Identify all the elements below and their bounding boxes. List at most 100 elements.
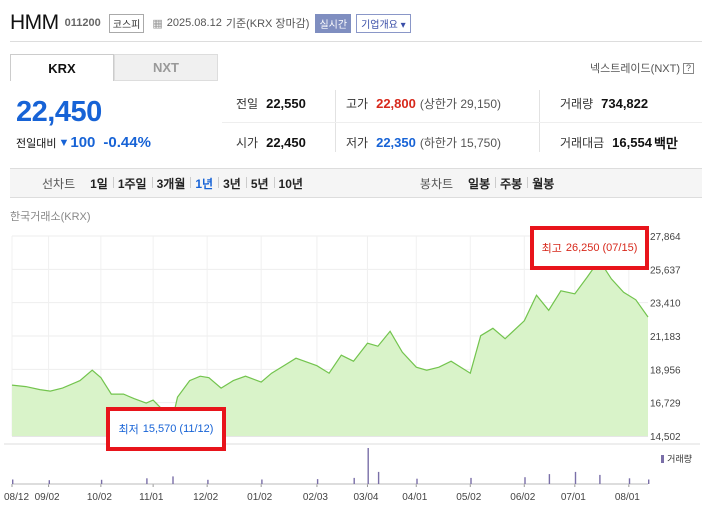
period-1y-button[interactable]: 1년 (190, 175, 218, 192)
y-tick-label: 21,183 (650, 332, 681, 343)
price-line (11, 259, 649, 422)
period-3m-button[interactable]: 3개월 (151, 175, 191, 192)
stats-row-1: 전일 22,550 고가 22,800 (상한가 29,150) 거래량 734… (222, 88, 702, 118)
high-callout-value: 26,250 (565, 242, 600, 254)
volume-cell: 거래량 734,822 (560, 95, 648, 112)
period-selector: 선차트 1일 1주일 3개월 1년 3년 5년 10년 봉차트 일봉 주봉 월봉 (10, 168, 702, 198)
lower-limit-label: 하한가 (423, 135, 457, 150)
volume-bar (648, 479, 650, 484)
down-triangle-icon: ▼ (58, 136, 70, 149)
change-label: 전일대비 (16, 137, 57, 150)
volume-bar (316, 479, 319, 484)
company-info-button[interactable]: 기업개요 ▾ (356, 13, 411, 33)
volume-bar (524, 477, 526, 484)
y-tick-label: 25,637 (650, 265, 681, 276)
volume-bar (548, 474, 551, 484)
period-5y-button[interactable]: 5년 (245, 175, 274, 192)
volume-bar (628, 478, 631, 484)
low-callout-label: 최저 (118, 424, 139, 436)
stock-name: HMM (10, 11, 59, 34)
nextrade-link[interactable]: 넥스트레이드(NXT) ? (590, 60, 694, 76)
volume-bar (172, 476, 174, 484)
tab-nxt[interactable]: NXT (114, 54, 218, 81)
high-callout-label: 최고 (541, 243, 562, 255)
x-tick-label: 10/02 (86, 492, 112, 503)
period-1d-button[interactable]: 1일 (90, 176, 108, 191)
price-area (12, 260, 648, 436)
turnover-unit: 백만 (653, 135, 678, 151)
low-label: 저가 (346, 135, 369, 150)
quote-stats: 전일 22,550 고가 22,800 (상한가 29,150) 거래량 734… (222, 86, 702, 156)
quote-date: 2025.08.12 (166, 17, 222, 29)
change-percent: -0.44% (103, 134, 151, 151)
prev-close-cell: 전일 22,550 (236, 95, 306, 112)
volume-bars (12, 448, 650, 484)
turnover-value: 16,554 (612, 134, 652, 150)
turnover-cell: 거래대금 16,554 백만 (560, 133, 678, 152)
change-value: 100 (70, 134, 96, 151)
stock-code: 011200 (64, 17, 101, 29)
volume-bar (574, 471, 577, 484)
stats-row-divider (222, 122, 702, 123)
stock-header: HMM 011200 코스피 ▦ 2025.08.12 기준(KRX 장마감) … (10, 10, 411, 36)
volume-bar (470, 477, 472, 484)
high-cell: 고가 22,800 (상한가 29,150) (346, 95, 501, 112)
candle-daily-button[interactable]: 일봉 (468, 176, 491, 191)
upper-limit-value: 29,150 (460, 96, 498, 111)
y-tick-label: 18,956 (650, 365, 681, 376)
x-tick-label: 02/03 (302, 492, 328, 503)
open-label: 시가 (236, 135, 259, 150)
current-price: 22,450 (16, 96, 102, 128)
help-icon[interactable]: ? (683, 62, 694, 74)
candle-chart-label: 봉차트 (419, 176, 454, 191)
tab-krx[interactable]: KRX (10, 54, 114, 81)
period-1w-button[interactable]: 1주일 (112, 175, 152, 192)
prev-close-label: 전일 (236, 96, 259, 111)
low-callout-value: 15,570 (142, 423, 177, 435)
low-cell: 저가 22,350 (하한가 15,750) (346, 134, 501, 151)
stats-row-2: 시가 22,450 저가 22,350 (하한가 15,750) 거래대금 16… (222, 127, 702, 157)
low-callout-date: (11/12) (179, 423, 214, 435)
x-tick-label: 07/01 (560, 492, 586, 503)
high-value: 22,800 (376, 95, 416, 111)
x-tick-label: 01/02 (247, 492, 273, 503)
line-chart-label: 선차트 (42, 176, 76, 191)
period-3y-button[interactable]: 3년 (218, 175, 246, 192)
stats-divider (335, 90, 336, 152)
x-tick-label: 05/02 (456, 492, 482, 503)
company-info-label: 기업개요 (361, 19, 398, 31)
turnover-label: 거래대금 (560, 135, 605, 150)
calendar-icon: ▦ (152, 17, 163, 30)
volume-bar (416, 478, 418, 484)
open-value: 22,450 (266, 134, 306, 150)
volume-bar (48, 480, 50, 484)
exchange-label: 한국거래소(KRX) (10, 211, 91, 223)
period-10y-button[interactable]: 10년 (273, 175, 308, 192)
volume-bar (377, 471, 380, 484)
volume-legend-label: 거래량 (667, 454, 692, 464)
volume-bar (261, 479, 263, 484)
x-tick-label: 11/01 (139, 492, 164, 503)
open-cell: 시가 22,450 (236, 134, 306, 151)
realtime-button[interactable]: 실시간 (315, 13, 352, 33)
volume-bar (146, 478, 148, 484)
candle-weekly-button[interactable]: 주봉 (495, 175, 527, 192)
x-tick-label: 06/02 (510, 492, 536, 503)
candle-monthly-button[interactable]: 월봉 (527, 175, 559, 192)
volume-legend: 거래량 (661, 452, 692, 465)
upper-limit: (상한가 29,150) (419, 96, 502, 111)
price-chart[interactable]: 27,864 25,637 23,410 21,183 18,956 16,729 14,5… (0, 220, 704, 515)
low-value: 22,350 (376, 134, 416, 150)
lower-limit-value: 15,750 (460, 135, 498, 150)
x-tick-label: 03/04 (353, 492, 379, 503)
price-change: 전일대비 ▼ 100 -0.44% (16, 134, 151, 151)
volume-bar (367, 448, 369, 484)
x-tick-label: 04/01 (402, 492, 428, 503)
volume-bar (12, 479, 14, 484)
volume-label: 거래량 (560, 96, 594, 111)
high-label: 고가 (346, 96, 369, 111)
volume-bar (353, 477, 355, 484)
y-tick-label: 23,410 (650, 299, 681, 310)
market-badge: 코스피 (108, 13, 145, 33)
low-callout: 최저 15,570 (11/12) (106, 407, 226, 451)
